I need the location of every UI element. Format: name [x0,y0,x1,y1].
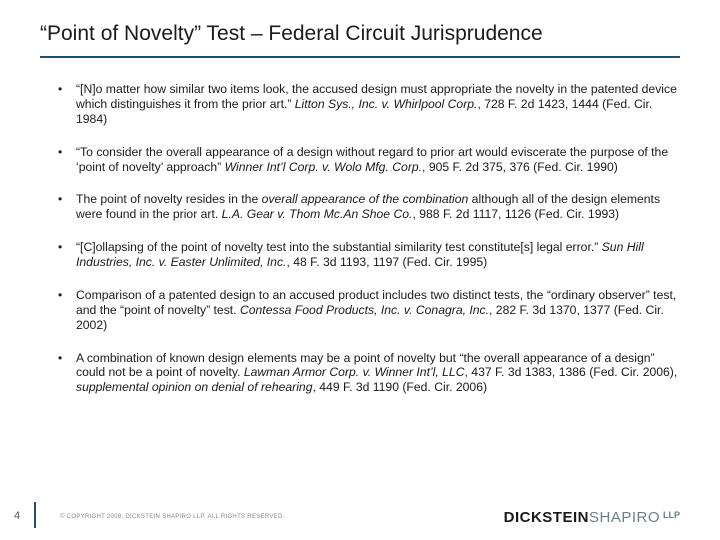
bullet-list: “[N]o matter how similar two items look,… [40,82,680,395]
citation: , 437 F. 3d 1383, 1386 (Fed. Cir. 2006), [465,365,678,379]
list-item: “[N]o matter how similar two items look,… [58,82,680,127]
page-number: 4 [14,510,20,522]
bullet-emphasis: overall appearance of the combination [262,192,469,206]
case-name: Winner Int’l Corp. v. Wolo Mfg. Corp. [225,160,422,174]
list-item: “To consider the overall appearance of a… [58,145,680,175]
slide-title: “Point of Novelty” Test – Federal Circui… [40,22,680,58]
citation: , 449 F. 3d 1190 (Fed. Cir. 2006) [312,380,487,394]
citation: , 988 F. 2d 1117, 1126 (Fed. Cir. 1993) [412,207,619,221]
citation: , 48 F. 3d 1193, 1197 (Fed. Cir. 1995) [286,255,487,269]
logo-part1: DICKSTEIN [504,509,589,526]
logo-part2: SHAPIRO [589,509,660,526]
list-item: The point of novelty resides in the over… [58,192,680,222]
list-item: “[C]ollapsing of the point of novelty te… [58,240,680,270]
case-name: Litton Sys., Inc. v. Whirlpool Corp. [295,97,478,111]
case-name: Contessa Food Products, Inc. v. Conagra,… [240,303,489,317]
logo: DICKSTEINSHAPIROLLP [504,509,680,526]
list-item: Comparison of a patented design to an ac… [58,288,680,333]
list-item: A combination of known design elements m… [58,351,680,396]
copyright-text: © COPYRIGHT 2008. DICKSTEIN SHAPIRO LLP.… [60,514,285,520]
bullet-text: The point of novelty resides in the [76,192,262,206]
slide: “Point of Novelty” Test – Federal Circui… [0,0,720,540]
logo-suffix: LLP [663,510,680,520]
bullet-text: “[C]ollapsing of the point of novelty te… [76,240,602,254]
accent-bar [34,502,36,528]
case-name: Lawman Armor Corp. v. Winner Int’l, LLC [244,365,465,379]
case-name: L.A. Gear v. Thom Mc.An Shoe Co. [222,207,413,221]
citation: , 905 F. 2d 375, 376 (Fed. Cir. 1990) [422,160,618,174]
citation-note: supplemental opinion on denial of rehear… [76,380,312,394]
